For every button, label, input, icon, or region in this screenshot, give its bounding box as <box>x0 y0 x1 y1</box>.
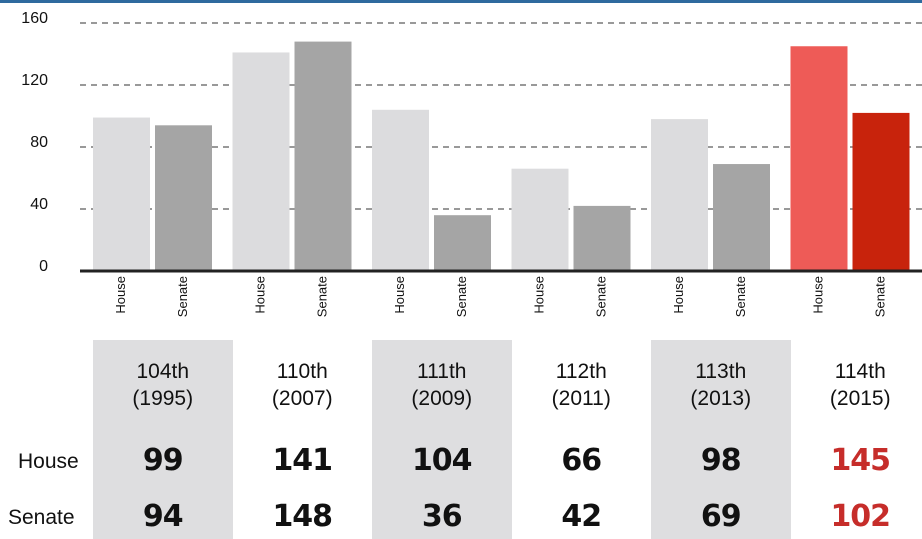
bar <box>232 52 290 272</box>
bar <box>790 46 848 271</box>
y-tick-label: 80 <box>30 134 48 151</box>
bar <box>511 168 569 271</box>
bar-label: House <box>671 276 686 314</box>
bar-label: House <box>531 276 546 314</box>
bar-label: House <box>392 276 407 314</box>
table-value: 145 <box>830 443 891 478</box>
column-shade <box>93 340 233 539</box>
bar-label: Senate <box>454 276 469 317</box>
top-rule <box>0 0 922 3</box>
column-header: 114th (2015) <box>829 360 891 410</box>
table-value: 98 <box>700 443 742 478</box>
table-value: 94 <box>142 499 184 534</box>
bar-label: House <box>113 276 128 314</box>
bar <box>294 41 352 271</box>
y-tick-label: 40 <box>30 196 48 213</box>
bar <box>651 119 708 271</box>
bar <box>93 117 150 271</box>
bar-label: House <box>252 276 267 314</box>
column-header: 110th (2007) <box>271 360 333 410</box>
column-shade <box>372 340 512 539</box>
table-value: 104 <box>411 443 473 478</box>
bar-label: Senate <box>733 276 748 317</box>
chart: 0 40 80 120 160 House Senate House Senate House Se… <box>0 0 922 317</box>
row-label: Senate <box>8 506 75 529</box>
column-shade <box>651 340 791 539</box>
bar <box>852 112 910 272</box>
column-header: 104th (1995) <box>132 360 194 410</box>
column-header: 111th (2009) <box>411 360 473 410</box>
y-tick-label: 160 <box>21 10 48 27</box>
bar-label: Senate <box>175 276 190 317</box>
bar <box>713 164 770 271</box>
table-value: 99 <box>142 443 184 478</box>
y-tick-label: 120 <box>21 72 48 89</box>
bar <box>434 215 491 271</box>
column-header: 112th (2011) <box>551 360 611 410</box>
bar-label: Senate <box>593 276 608 317</box>
table-value: 69 <box>700 499 742 534</box>
table-value: 66 <box>561 443 602 478</box>
bar <box>573 205 631 271</box>
table-value: 36 <box>421 499 463 534</box>
bar <box>372 109 429 271</box>
row-label: House <box>18 450 79 473</box>
bar-label: House <box>810 276 825 314</box>
table-value: 148 <box>272 499 333 534</box>
bar-label: Senate <box>314 276 329 317</box>
table-value: 42 <box>561 499 602 534</box>
table-value: 141 <box>272 443 333 478</box>
bar <box>155 125 212 271</box>
column-header: 113th (2013) <box>690 360 752 410</box>
table-value: 102 <box>830 499 891 534</box>
y-tick-label: 0 <box>39 258 48 275</box>
bar-label: Senate <box>872 276 887 317</box>
